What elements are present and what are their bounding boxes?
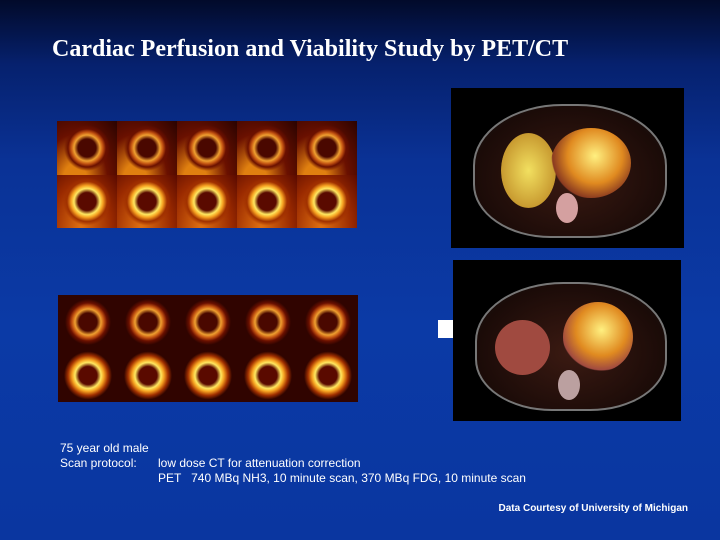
short-axis-slice-image: [178, 295, 238, 349]
viability-image-grid: [58, 295, 358, 402]
short-axis-slice-image: [297, 174, 357, 228]
pet-ct-axial-image-bottom: [453, 260, 681, 421]
short-axis-slice-image: [58, 348, 118, 402]
short-axis-slice-image: [298, 295, 358, 349]
perfusion-image-grid: [57, 121, 357, 228]
short-axis-slice-image: [58, 295, 118, 349]
short-axis-slice-image: [177, 174, 237, 228]
slide-title: Cardiac Perfusion and Viability Study by…: [52, 36, 569, 62]
short-axis-slice-image: [118, 348, 178, 402]
short-axis-slice-image: [117, 121, 177, 175]
short-axis-slice-image: [57, 121, 117, 175]
data-credit: Data Courtesy of University of Michigan: [498, 503, 688, 514]
pet-ct-axial-image-top: [451, 88, 684, 248]
short-axis-slice-image: [237, 121, 297, 175]
short-axis-slice-image: [177, 121, 237, 175]
short-axis-slice-image: [178, 348, 238, 402]
connector-bar: [438, 320, 453, 338]
short-axis-slice-image: [238, 295, 298, 349]
protocol-line-2: PET 740 MBq NH3, 10 minute scan, 370 MBq…: [158, 471, 526, 485]
patient-info: 75 year old male: [60, 441, 149, 455]
short-axis-slice-image: [238, 348, 298, 402]
short-axis-slice-image: [297, 121, 357, 175]
short-axis-slice-image: [117, 174, 177, 228]
protocol-line-1: low dose CT for attenuation correction: [158, 456, 361, 470]
short-axis-slice-image: [298, 348, 358, 402]
study-notes: 75 year old male Scan protocol: low dose…: [60, 441, 526, 486]
short-axis-slice-image: [237, 174, 297, 228]
protocol-label: Scan protocol:: [60, 456, 137, 470]
short-axis-slice-image: [118, 295, 178, 349]
short-axis-slice-image: [57, 174, 117, 228]
